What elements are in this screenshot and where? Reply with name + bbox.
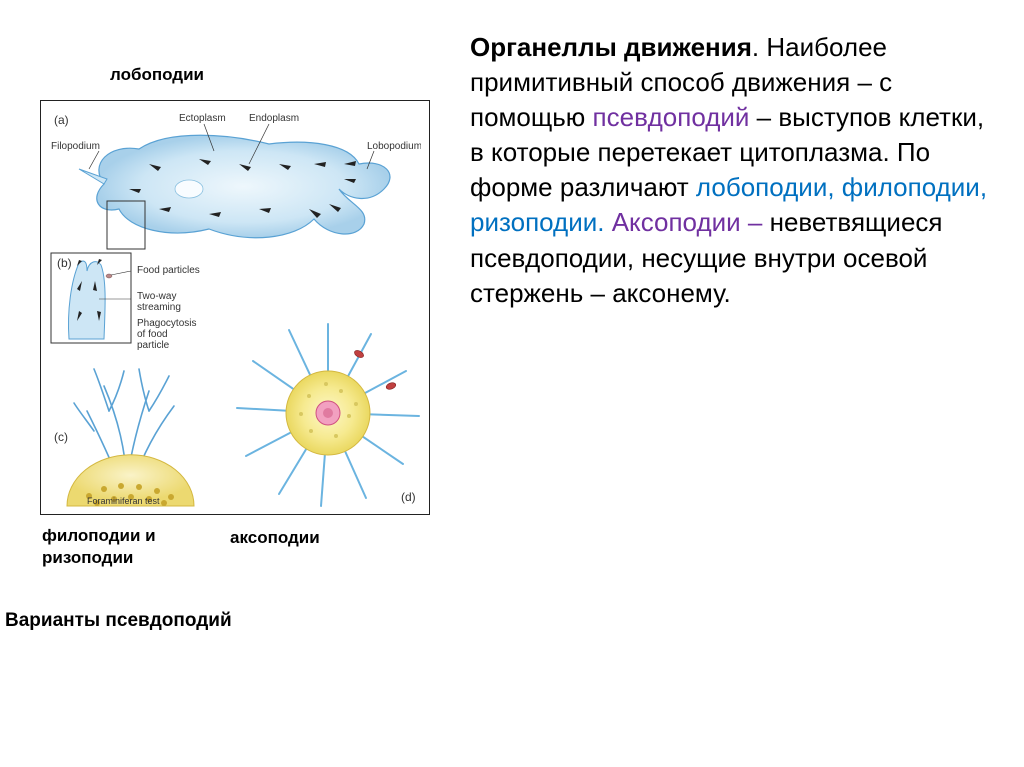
- title: Органеллы движения: [470, 32, 752, 62]
- label-variants: Варианты псевдоподий: [5, 610, 232, 632]
- label-lobopodii: лобоподии: [110, 65, 204, 85]
- label-aksopodii: аксоподии: [230, 528, 320, 548]
- text-panel: Органеллы движения. Наиболее примитивный…: [450, 20, 994, 747]
- svg-text:(d): (d): [401, 490, 416, 504]
- svg-text:Lobopodium: Lobopodium: [367, 141, 421, 152]
- label-filopodii: филоподии и ризоподии: [42, 525, 156, 569]
- term-pseudopodia: псевдоподий: [593, 102, 750, 132]
- panel-b-filopodia: (b) Food particles Two-waystreaming Phag…: [49, 251, 239, 351]
- svg-text:(a): (a): [54, 113, 69, 127]
- body-text: Органеллы движения. Наиболее примитивный…: [470, 30, 994, 311]
- term-axopodia: Аксоподии –: [612, 207, 763, 237]
- panel-a-amoeba: (a) Ectoplasm Endoplasm Filopodium Lobop…: [49, 109, 421, 269]
- svg-text:Two-waystreaming: Two-waystreaming: [137, 291, 181, 313]
- svg-text:Endoplasm: Endoplasm: [249, 113, 299, 124]
- svg-text:(c): (c): [54, 430, 68, 444]
- svg-text:Filopodium: Filopodium: [51, 141, 100, 152]
- panel-c-foraminiferan: (c): [49, 341, 239, 511]
- svg-text:Ectoplasm: Ectoplasm: [179, 113, 226, 124]
- panel-d-heliozoan: (d): [231, 316, 426, 511]
- figure-panel: лобоподии (a) Ectoplasm Endoplasm Filopo…: [30, 20, 450, 747]
- svg-text:(b): (b): [57, 256, 72, 270]
- svg-text:Food particles: Food particles: [137, 265, 200, 276]
- svg-text:Foraminiferan test: Foraminiferan test: [87, 496, 160, 506]
- diagram-container: (a) Ectoplasm Endoplasm Filopodium Lobop…: [40, 100, 430, 515]
